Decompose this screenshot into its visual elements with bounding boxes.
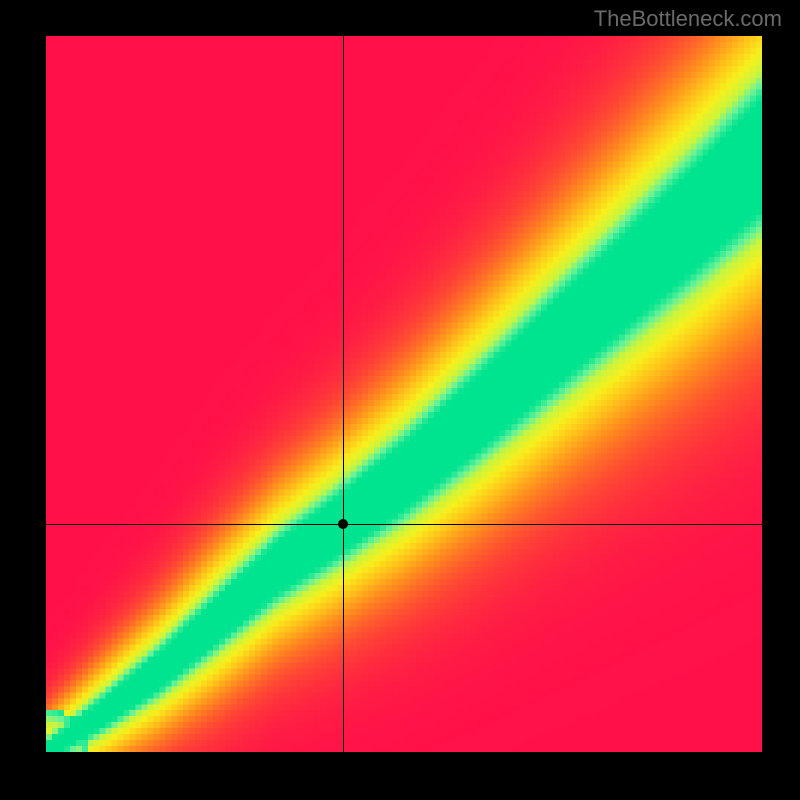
heatmap-plot [46, 36, 762, 752]
crosshair-vertical [343, 36, 344, 752]
crosshair-marker [338, 519, 348, 529]
heatmap-canvas [46, 36, 762, 752]
watermark-text: TheBottleneck.com [594, 6, 782, 32]
crosshair-horizontal [46, 524, 762, 525]
